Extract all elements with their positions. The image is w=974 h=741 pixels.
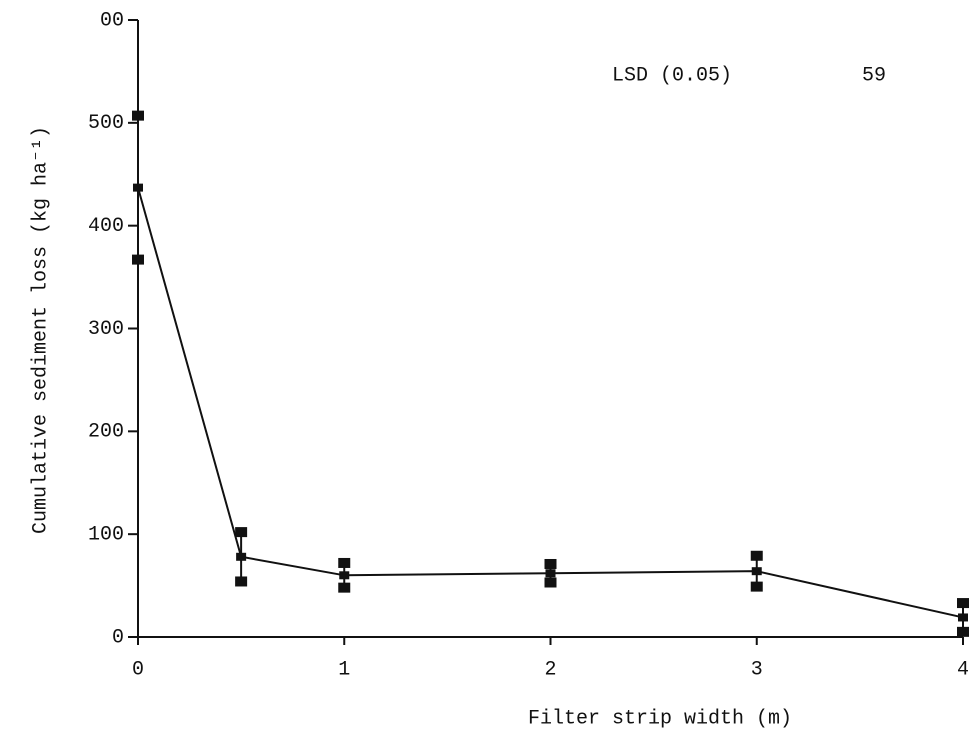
point [751, 567, 762, 576]
y-tick-label: 300 [88, 318, 124, 341]
y-tick-label: 00 [100, 9, 124, 32]
annotation-label: LSD (0.05) [612, 64, 732, 87]
point [339, 571, 350, 580]
error-cap [132, 254, 144, 265]
x-tick-label: 3 [751, 658, 763, 681]
x-tick-label: 0 [132, 658, 144, 681]
x-axis-label: Filter strip width (m) [528, 707, 792, 730]
error-cap [750, 550, 763, 561]
point [958, 613, 968, 622]
x-tick-label: 2 [544, 658, 556, 681]
x-tick-label: 4 [957, 658, 969, 681]
y-tick-label: 200 [88, 421, 124, 444]
error-cap [338, 557, 351, 568]
error-cap [235, 527, 248, 538]
error-cap [132, 110, 144, 121]
point [133, 183, 143, 192]
point [545, 569, 556, 578]
point [236, 552, 247, 561]
annotation-value: 59 [862, 64, 886, 87]
error-cap [338, 582, 351, 593]
y-tick-label: 400 [88, 215, 124, 238]
error-cap [957, 598, 969, 609]
error-cap [957, 626, 969, 637]
error-cap [544, 577, 557, 588]
y-tick-label: 0 [112, 626, 124, 649]
error-cap [544, 558, 557, 569]
y-axis-label: Cumulative sediment loss (kg ha⁻¹) [29, 126, 52, 534]
x-tick-label: 1 [338, 658, 350, 681]
data-line [137, 187, 964, 619]
error-cap [235, 576, 248, 587]
y-tick-label: 100 [88, 523, 124, 546]
error-cap [750, 581, 763, 592]
y-tick-label: 500 [88, 112, 124, 135]
